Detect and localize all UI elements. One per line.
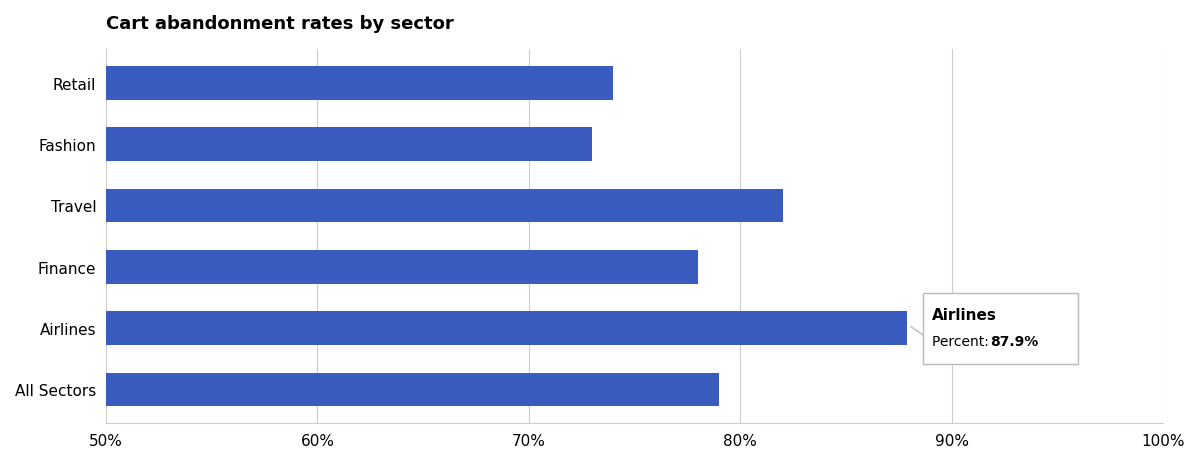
Bar [0, 189, 782, 223]
Text: Cart abandonment rates by sector: Cart abandonment rates by sector [106, 15, 454, 33]
Bar [0, 373, 719, 407]
Bar [0, 67, 613, 100]
Bar [0, 250, 698, 284]
FancyBboxPatch shape [923, 294, 1078, 364]
Text: 87.9%: 87.9% [990, 334, 1038, 349]
Text: Percent:: Percent: [931, 334, 992, 349]
Bar [0, 128, 593, 162]
Bar [0, 312, 907, 345]
Text: Airlines: Airlines [931, 307, 996, 323]
